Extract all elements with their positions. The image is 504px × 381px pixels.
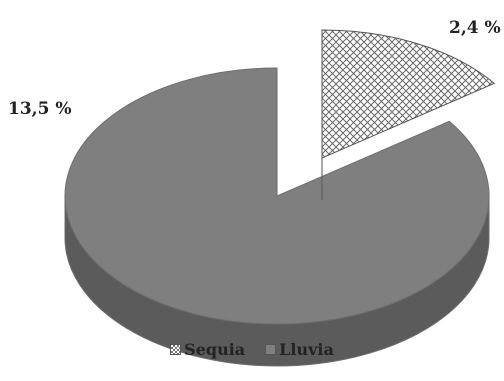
legend-swatch-lluvia [265,344,277,355]
slice-top-lluvia [64,67,490,325]
legend-item-lluvia: Lluvia [265,340,334,359]
legend-swatch-sequia [170,344,182,355]
data-label-lluvia: 13,5 % [8,99,72,119]
slice-top-sequia [321,29,496,159]
legend-label-lluvia: Lluvia [279,340,334,359]
legend-label-sequia: Sequia [184,340,246,359]
data-label-sequia: 2,4 % [449,18,501,38]
pie-slice-lluvia [64,67,490,367]
legend: Sequia Lluvia [0,340,504,359]
pie-slice-sequia [321,29,496,200]
legend-item-sequia: Sequia [170,340,245,359]
